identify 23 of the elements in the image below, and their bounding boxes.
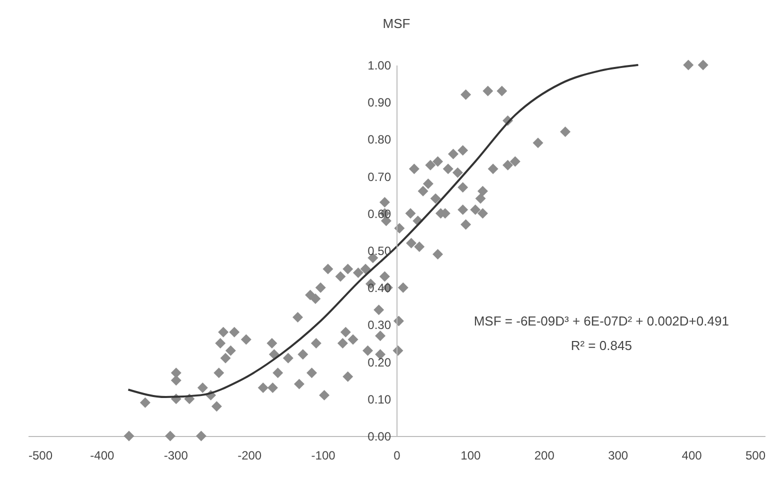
x-tick-label: 100 (460, 448, 482, 462)
y-tick-label: 0.90 (368, 96, 392, 110)
x-tick-label: 300 (608, 448, 628, 462)
y-tick-label: 0.10 (368, 392, 392, 406)
x-tick-label: -500 (28, 448, 53, 462)
x-tick-label: -300 (164, 448, 188, 462)
y-tick-label: 0.00 (368, 430, 392, 444)
x-tick-label: 0 (394, 448, 401, 462)
y-tick-label: 1.00 (368, 58, 392, 72)
x-tick-label: -200 (238, 448, 262, 462)
x-tick-label: 200 (534, 448, 555, 462)
x-tick-label: 400 (682, 448, 702, 462)
chart-title: MSF (382, 16, 410, 31)
y-tick-label: 0.30 (368, 318, 392, 332)
x-tick-label: -100 (311, 448, 336, 462)
y-tick-label: 0.50 (368, 244, 392, 258)
y-tick-label: 0.70 (368, 170, 392, 184)
annotation: MSF = -6E-09D³ + 6E-07D² + 0.002D+0.491 (474, 314, 729, 329)
annotation: R² = 0.845 (570, 338, 632, 354)
y-tick-label: 0.80 (368, 132, 392, 147)
x-tick-label: 500 (745, 448, 766, 462)
y-tick-label: 0.20 (368, 355, 392, 370)
x-tick-label: -400 (90, 448, 115, 462)
